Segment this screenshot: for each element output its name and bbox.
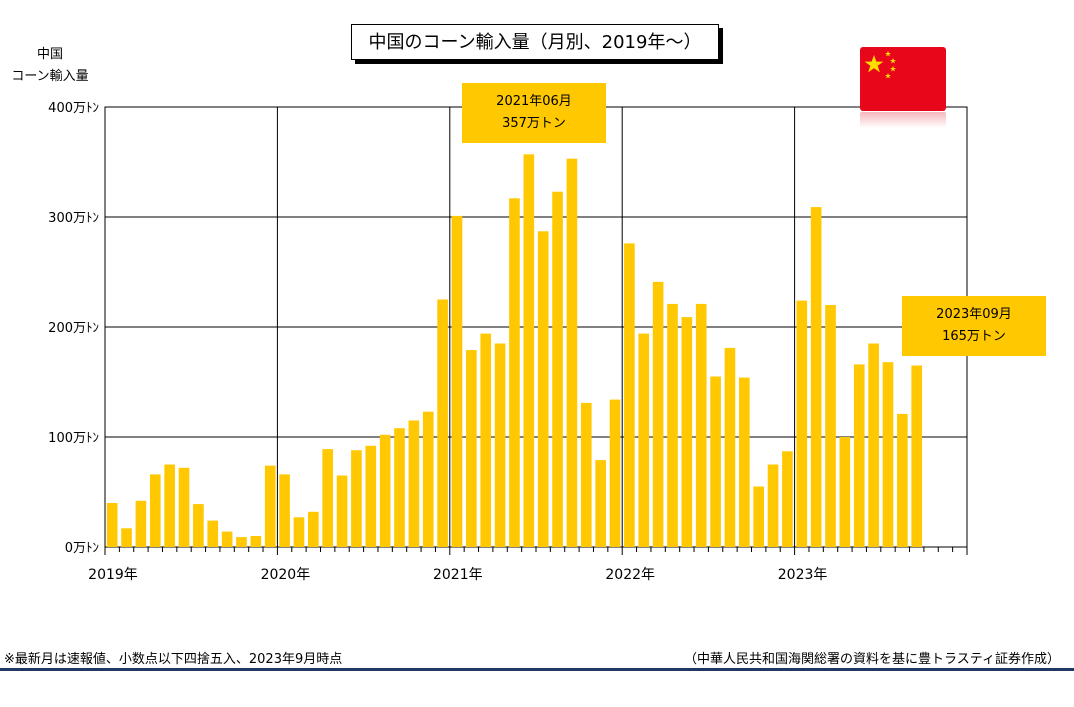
- bar: [221, 531, 233, 547]
- chart-axes: 0万ﾄﾝ 100万ﾄﾝ 200万ﾄﾝ 300万ﾄﾝ 400万ﾄﾝ 2019年 2020年 20…: [48, 101, 968, 583]
- bar: [609, 399, 621, 547]
- bar: [178, 467, 190, 547]
- bar: [882, 362, 894, 547]
- bar: [695, 303, 707, 547]
- y-tick-label: 200万ﾄﾝ: [48, 321, 99, 336]
- bar: [710, 376, 721, 547]
- bar: [853, 364, 865, 547]
- bar: [451, 215, 463, 547]
- footnote: ※最新月は速報値、小数点以下四捨五入、2023年9月時点: [4, 652, 343, 667]
- china-flag-icon: [860, 47, 946, 111]
- bar: [825, 305, 836, 547]
- bar: [638, 333, 650, 547]
- y-tick-label: 0万ﾄﾝ: [65, 541, 99, 556]
- callout-peak-value: 357万トン: [502, 116, 566, 131]
- bar: [336, 475, 348, 547]
- bar: [250, 536, 262, 547]
- bar: [724, 347, 736, 547]
- bar: [207, 520, 219, 547]
- bar: [480, 333, 492, 547]
- bar: [739, 377, 750, 547]
- x-tick-label: 2021年: [433, 567, 483, 583]
- bar: [379, 434, 391, 547]
- bar: [149, 474, 161, 547]
- bottom-rule: [0, 668, 1074, 671]
- y-tick-label: 100万ﾄﾝ: [48, 431, 99, 446]
- callout-latest-value: 165万トン: [942, 329, 1006, 344]
- bar: [523, 154, 535, 548]
- bar: [322, 449, 333, 547]
- flag-big-star: [864, 55, 884, 73]
- callout-latest-month: 2023年09月: [936, 307, 1012, 322]
- chart-bars: [106, 154, 923, 548]
- callout-peak: 2021年06月 357万トン: [462, 83, 606, 143]
- bar: [308, 511, 319, 547]
- chart-grid: [104, 106, 968, 548]
- chart-title: 中国のコーン輸入量（月別、2019年～）: [351, 24, 719, 60]
- bar: [566, 158, 578, 547]
- bar: [552, 191, 563, 547]
- bar: [681, 317, 693, 547]
- y-axis-label-line2: コーン輸入量: [11, 69, 89, 84]
- x-tick-label: 2022年: [605, 567, 655, 583]
- bar: [810, 207, 822, 547]
- x-tick-label: 2020年: [261, 567, 311, 583]
- bar: [509, 198, 520, 548]
- source-note: （中華人民共和国海関総署の資料を基に豊トラスティ証券作成）: [684, 652, 1060, 667]
- bar: [135, 500, 147, 547]
- bar: [236, 537, 247, 547]
- bar: [193, 504, 204, 547]
- bar: [106, 503, 118, 547]
- callout-peak-month: 2021年06月: [496, 94, 572, 109]
- bar: [911, 365, 923, 547]
- bar: [365, 445, 377, 547]
- y-tick-label: 300万ﾄﾝ: [48, 211, 99, 226]
- bar: [437, 299, 448, 547]
- callout-latest: 2023年09月 165万トン: [902, 296, 1046, 356]
- bar: [624, 243, 635, 547]
- bar: [121, 528, 132, 547]
- y-axis-label: 中国 コーン輸入量: [6, 44, 94, 88]
- bar: [422, 411, 434, 547]
- bar: [753, 486, 764, 547]
- y-tick-label: 400万ﾄﾝ: [48, 101, 99, 116]
- bar: [394, 428, 405, 547]
- bar: [537, 231, 549, 548]
- bar: [868, 343, 879, 547]
- bar: [839, 437, 851, 547]
- bar: [796, 300, 808, 547]
- bar: [580, 402, 592, 547]
- bar: [494, 343, 506, 547]
- flag-reflection: [860, 112, 946, 128]
- bar: [595, 460, 606, 547]
- bar: [351, 450, 362, 547]
- bar: [767, 464, 779, 547]
- bar: [897, 413, 908, 547]
- bar: [279, 474, 290, 547]
- bar: [408, 420, 420, 547]
- x-tick-label: 2023年: [778, 567, 828, 583]
- bar: [293, 517, 305, 547]
- bar: [652, 281, 664, 547]
- bar: [667, 303, 678, 547]
- bar: [264, 465, 276, 547]
- bar: [782, 451, 793, 547]
- bar: [466, 350, 477, 547]
- y-axis-label-line1: 中国: [36, 47, 63, 62]
- bar: [164, 464, 175, 547]
- x-tick-label: 2019年: [88, 567, 138, 583]
